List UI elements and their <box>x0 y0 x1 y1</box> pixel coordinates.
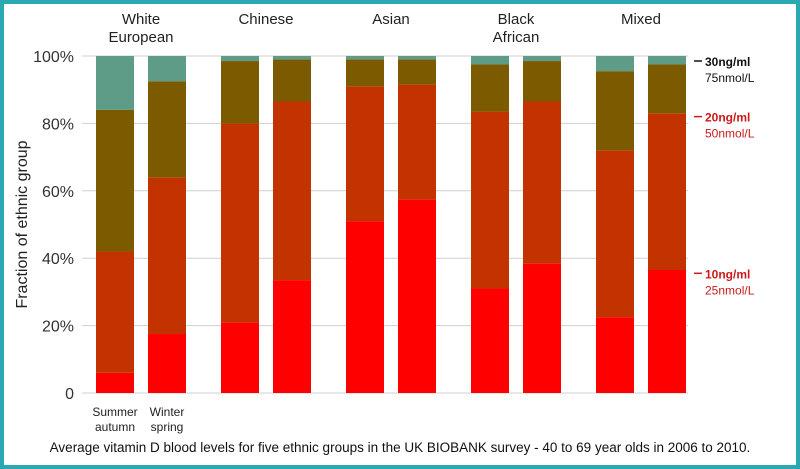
bar-segment <box>523 56 561 62</box>
bar-segment <box>523 61 561 102</box>
bar-segment <box>96 109 134 252</box>
bar-segment <box>648 269 686 393</box>
threshold-label: 10ng/ml <box>705 267 750 281</box>
bar-segment <box>596 71 634 151</box>
bar-segment <box>96 372 134 393</box>
season-label: autumn <box>95 420 135 434</box>
bar-segment <box>648 56 686 65</box>
group-label: Chinese <box>238 11 293 28</box>
bar-segment <box>596 56 634 72</box>
y-tick-label: 60% <box>42 184 74 201</box>
bar-segment <box>346 56 384 60</box>
bar-segment <box>96 56 134 110</box>
bar-segment <box>471 111 509 289</box>
bar-segment <box>148 56 186 82</box>
bar-segment <box>221 56 259 62</box>
season-label: Summer <box>92 405 137 419</box>
group-label: White <box>122 11 160 28</box>
bar-segment <box>596 317 634 393</box>
y-tick-label: 20% <box>42 319 74 336</box>
bar-segment <box>523 101 561 264</box>
y-tick-label: 100% <box>33 49 74 66</box>
bar-segment <box>148 81 186 178</box>
bar-segment <box>346 221 384 393</box>
bar-segment <box>648 113 686 270</box>
y-tick-label: 0 <box>65 386 74 403</box>
y-tick-label: 40% <box>42 251 74 268</box>
bar-segment <box>273 59 311 102</box>
bar-segment <box>398 84 436 200</box>
y-tick-label: 80% <box>42 116 74 133</box>
bar-segment <box>221 61 259 124</box>
season-label: spring <box>151 420 184 434</box>
bar-segment <box>398 199 436 393</box>
threshold-label: 20ng/ml <box>705 111 750 125</box>
threshold-sublabel: 25nmol/L <box>705 283 755 297</box>
bar-segment <box>398 56 436 60</box>
threshold-sublabel: 75nmol/L <box>705 71 755 85</box>
bar-segment <box>273 101 311 281</box>
chart-caption: Average vitamin D blood levels for five … <box>50 440 751 455</box>
bar-segment <box>471 288 509 393</box>
group-label: Asian <box>372 11 410 28</box>
bar-segment <box>596 150 634 318</box>
bar-segment <box>471 56 509 65</box>
threshold-label: 30ng/ml <box>705 55 750 69</box>
group-label: European <box>108 29 173 46</box>
season-label: Winter <box>150 405 185 419</box>
group-label: Black <box>498 11 535 28</box>
bar-segment <box>148 334 186 393</box>
bar-segment <box>398 59 436 85</box>
y-axis-label: Fraction of ethnic group <box>14 140 31 308</box>
bar-segment <box>523 263 561 393</box>
bar-segment <box>221 322 259 393</box>
bar-segment <box>346 86 384 222</box>
bar-segment <box>346 59 384 87</box>
bar-segment <box>96 251 134 373</box>
bar-segment <box>273 280 311 393</box>
bar-segment <box>273 56 311 60</box>
group-label: African <box>493 29 540 46</box>
threshold-sublabel: 50nmol/L <box>705 127 755 141</box>
bar-segment <box>221 123 259 323</box>
group-label: Mixed <box>621 11 661 28</box>
bar-segment <box>471 64 509 112</box>
bar-segment <box>148 177 186 335</box>
bar-segment <box>648 64 686 114</box>
